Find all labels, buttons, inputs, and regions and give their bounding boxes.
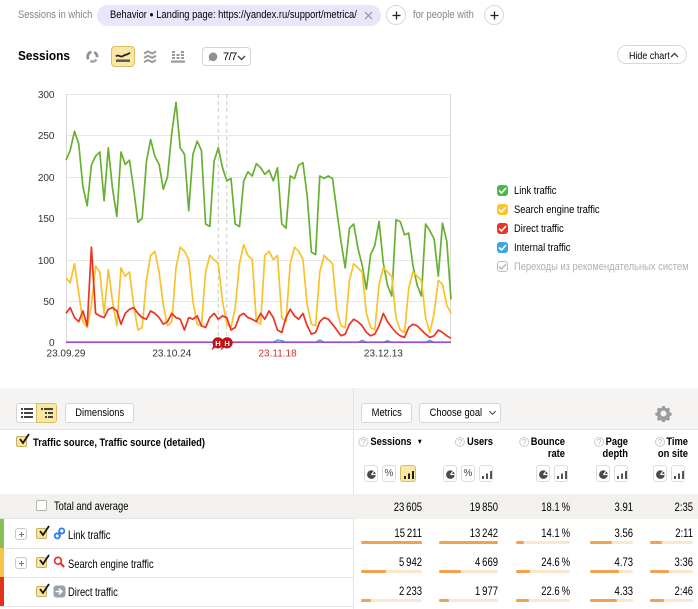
svg-text:300: 300 (38, 90, 55, 101)
svg-text:250: 250 (38, 131, 55, 142)
svg-text:H: H (215, 339, 220, 348)
svg-text:50: 50 (43, 297, 55, 308)
svg-text:23.11.18: 23.11.18 (259, 349, 298, 360)
svg-text:0: 0 (49, 338, 55, 349)
svg-text:150: 150 (38, 214, 55, 225)
svg-text:23.10.24: 23.10.24 (152, 349, 191, 360)
svg-text:H: H (224, 339, 229, 348)
svg-text:200: 200 (38, 173, 55, 184)
svg-text:100: 100 (38, 256, 55, 267)
svg-text:23.09.29: 23.09.29 (47, 349, 86, 360)
svg-text:23.12.13: 23.12.13 (364, 349, 403, 360)
